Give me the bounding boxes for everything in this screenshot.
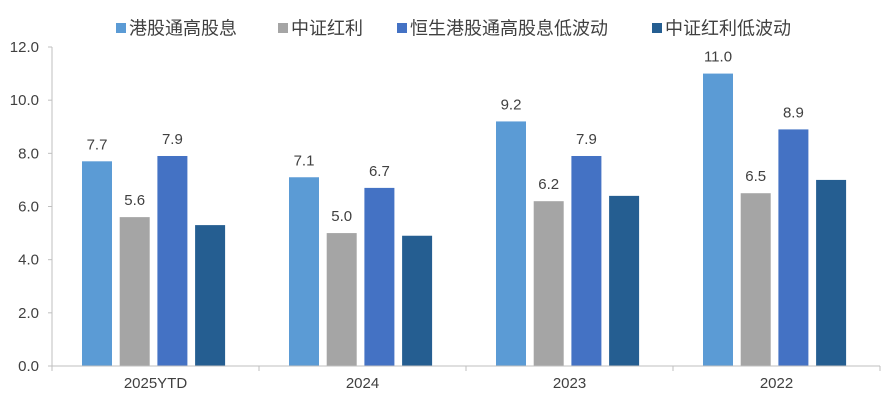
legend-item-3: 恒生港股通高股息低波动 [397, 19, 608, 39]
y-tick-label-0: 0.0 [18, 358, 39, 375]
bar-series-1-2022 [703, 73, 733, 366]
legend: 港股通高股息 中证红利 恒生港股通高股息低波动 中证红利低波动 [116, 19, 791, 39]
legend-item-2: 中证红利 [278, 19, 363, 39]
bar-series-3-2022 [778, 129, 809, 366]
bars [82, 73, 847, 366]
legend-item-1: 港股通高股息 [116, 19, 237, 39]
bar-series-4-2023 [609, 195, 640, 366]
legend-label-1: 港股通高股息 [129, 19, 237, 39]
data-label-series-2-2022: 6.5 [745, 168, 766, 185]
data-labels: 7.7 7.1 9.2 11.0 5.6 5.0 6.2 6.5 7.9 6.7 7.9 8.9 [87, 49, 804, 225]
y-axis: 0.0 2.0 4.0 6.0 8.0 10.0 12.0 [10, 39, 53, 375]
bar-series-3-2025ytd [157, 155, 188, 366]
y-tick-label-6: 12.0 [10, 39, 39, 56]
y-tick-label-4: 8.0 [18, 145, 39, 162]
data-label-series-3-2023: 7.9 [576, 131, 597, 148]
data-label-series-2-2025ytd: 5.6 [124, 192, 145, 209]
data-label-series-2-2023: 6.2 [538, 176, 559, 193]
bar-series-3-2023 [571, 155, 602, 366]
legend-label-4: 中证红利低波动 [665, 19, 791, 39]
bar-series-2-2022 [740, 193, 771, 366]
legend-item-4: 中证红利低波动 [652, 19, 791, 39]
legend-marker-3 [397, 23, 407, 33]
x-axis: 2025YTD 2024 2023 2022 [51, 365, 881, 392]
legend-marker-1 [116, 23, 126, 33]
x-tick-label-2024: 2024 [346, 375, 379, 392]
bar-series-2-2023 [533, 201, 564, 366]
bar-series-4-2024 [402, 235, 433, 366]
data-label-series-1-2022: 11.0 [704, 49, 732, 66]
bar-series-4-2025ytd [195, 225, 226, 366]
x-tick-label-2025ytd: 2025YTD [124, 375, 188, 392]
bar-series-1-2024 [289, 177, 319, 366]
data-label-series-2-2024: 5.0 [331, 208, 352, 225]
x-tick-label-2022: 2022 [760, 375, 793, 392]
data-label-series-1-2025ytd: 7.7 [87, 136, 108, 153]
bar-series-2-2024 [326, 233, 357, 366]
bar-series-2-2025ytd [119, 217, 150, 366]
legend-label-2: 中证红利 [291, 19, 363, 39]
y-tick-label-2: 4.0 [18, 252, 39, 269]
bar-series-3-2024 [364, 187, 395, 366]
data-label-series-1-2024: 7.1 [294, 152, 315, 169]
legend-label-3: 恒生港股通高股息低波动 [410, 19, 608, 39]
bar-series-4-2022 [816, 179, 847, 366]
x-tick-label-2023: 2023 [553, 375, 586, 392]
bar-series-1-2023 [496, 121, 526, 366]
data-label-series-3-2025ytd: 7.9 [162, 131, 183, 148]
bar-series-1-2025ytd [82, 161, 112, 366]
data-label-series-1-2023: 9.2 [501, 96, 522, 113]
y-tick-label-1: 2.0 [18, 305, 39, 322]
y-tick-label-3: 6.0 [18, 199, 39, 216]
data-label-series-3-2022: 8.9 [783, 104, 804, 121]
legend-marker-4 [652, 23, 662, 33]
legend-marker-2 [278, 23, 288, 33]
y-tick-label-5: 10.0 [10, 92, 39, 109]
data-label-series-3-2024: 6.7 [369, 163, 390, 180]
